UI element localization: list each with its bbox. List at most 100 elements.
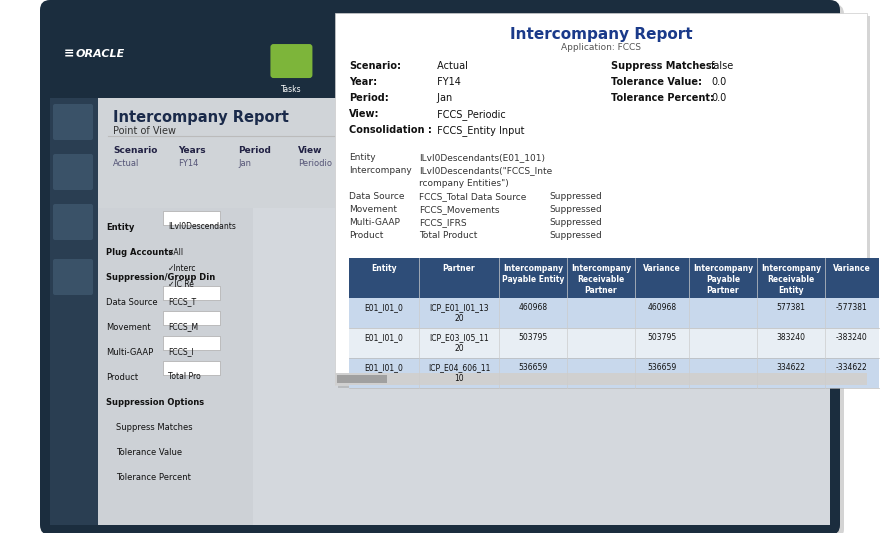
- Text: Partner: Partner: [443, 264, 475, 273]
- Text: FCCS_Total Data Source: FCCS_Total Data Source: [419, 192, 526, 201]
- Text: Total Pro: Total Pro: [168, 372, 201, 381]
- Text: Period:: Period:: [349, 93, 389, 103]
- Text: FCCS_IFRS: FCCS_IFRS: [419, 218, 466, 227]
- Text: Scenario:: Scenario:: [349, 61, 401, 71]
- Text: false: false: [711, 61, 734, 71]
- FancyBboxPatch shape: [519, 44, 561, 78]
- FancyBboxPatch shape: [53, 259, 93, 295]
- Text: E01_I01_0: E01_I01_0: [364, 303, 403, 312]
- Text: Consolidation :: Consolidation :: [349, 125, 432, 135]
- Text: Variance: Variance: [833, 264, 871, 273]
- Text: 460968: 460968: [518, 303, 547, 312]
- Text: Point of View: Point of View: [113, 126, 176, 136]
- Bar: [335, 373, 867, 385]
- FancyBboxPatch shape: [53, 204, 93, 240]
- Text: Partner: Partner: [707, 286, 739, 295]
- Text: Data Source: Data Source: [349, 192, 405, 201]
- Text: -383240: -383240: [836, 333, 868, 342]
- Polygon shape: [533, 98, 547, 106]
- Text: Rules: Rules: [695, 85, 716, 94]
- Bar: [349, 328, 879, 358]
- Text: ILvl0Descendants: ILvl0Descendants: [168, 222, 236, 231]
- FancyBboxPatch shape: [44, 4, 844, 533]
- Text: FCCS_T: FCCS_T: [168, 297, 196, 306]
- Text: Entity: Entity: [778, 286, 803, 295]
- Text: rcompany Entities"): rcompany Entities"): [419, 179, 509, 188]
- FancyBboxPatch shape: [163, 286, 220, 300]
- Text: Jan: Jan: [238, 159, 251, 168]
- Text: Consolidation: Consolidation: [378, 146, 448, 155]
- Text: Intercompany: Intercompany: [761, 264, 821, 273]
- Text: 577381: 577381: [776, 303, 805, 312]
- Bar: [349, 358, 879, 388]
- Text: Actual: Actual: [434, 61, 468, 71]
- Text: Tolerance Percent: Tolerance Percent: [116, 473, 191, 482]
- Text: ILvl0Descendants(E01_101): ILvl0Descendants(E01_101): [419, 153, 545, 162]
- Text: 20: 20: [454, 344, 464, 353]
- Text: ✓Interc: ✓Interc: [168, 264, 196, 273]
- Text: Plug Accounts: Plug Accounts: [106, 248, 173, 257]
- Text: Actual: Actual: [113, 159, 139, 168]
- Text: FCCS_Periodic: FCCS_Periodic: [434, 109, 506, 120]
- Text: Tolerance Value:: Tolerance Value:: [611, 77, 706, 87]
- Text: Receivable: Receivable: [767, 275, 815, 284]
- Text: ICP_E04_606_11: ICP_E04_606_11: [428, 363, 490, 372]
- Text: Intercompany: Intercompany: [349, 166, 412, 175]
- Text: Receivable: Receivable: [577, 275, 625, 284]
- Text: E01_I01_0: E01_I01_0: [364, 363, 403, 372]
- Text: Currency: Currency: [478, 146, 524, 155]
- Bar: [50, 10, 830, 98]
- Text: ORACLE: ORACLE: [76, 49, 125, 59]
- Text: Tolerance Value: Tolerance Value: [116, 448, 182, 457]
- Text: Console: Console: [774, 85, 803, 94]
- Text: Journals: Journals: [442, 85, 473, 94]
- Text: Multi-GAAP: Multi-GAAP: [349, 218, 400, 227]
- Text: Suppression/Group Din: Suppression/Group Din: [106, 273, 216, 282]
- Text: Data Source: Data Source: [106, 298, 158, 307]
- Text: 383240: 383240: [776, 333, 805, 342]
- FancyBboxPatch shape: [53, 104, 93, 140]
- FancyBboxPatch shape: [767, 44, 810, 78]
- Text: Variance: Variance: [643, 264, 681, 273]
- Text: Period: Period: [238, 146, 271, 155]
- Text: ✓IC Re: ✓IC Re: [168, 280, 194, 289]
- Bar: [98, 98, 830, 208]
- Text: View: View: [298, 146, 322, 155]
- FancyBboxPatch shape: [602, 44, 644, 78]
- Text: Suppressed: Suppressed: [549, 218, 602, 227]
- Text: Entity: Entity: [106, 223, 135, 232]
- Bar: [349, 258, 879, 298]
- Text: Movement: Movement: [349, 205, 397, 214]
- Text: Suppress Matches: Suppress Matches: [116, 423, 193, 432]
- FancyBboxPatch shape: [163, 361, 220, 375]
- Text: 0.0: 0.0: [711, 77, 726, 87]
- Text: Reports: Reports: [523, 85, 557, 94]
- Bar: [349, 298, 879, 328]
- Bar: [338, 16, 870, 388]
- Text: 503795: 503795: [518, 333, 547, 342]
- Text: Intercompany Report: Intercompany Report: [510, 27, 693, 42]
- FancyBboxPatch shape: [163, 311, 220, 325]
- Text: Partner: Partner: [584, 286, 617, 295]
- Text: ILvl0Descendants("FCCS_Inte: ILvl0Descendants("FCCS_Inte: [419, 166, 553, 175]
- Text: Product: Product: [106, 373, 138, 382]
- Text: Total Product: Total Product: [419, 231, 477, 240]
- FancyBboxPatch shape: [270, 44, 312, 78]
- Text: ICP_E03_I05_11: ICP_E03_I05_11: [429, 333, 489, 342]
- Text: Application: FCCS: Application: FCCS: [561, 43, 641, 52]
- Text: Tolerance Percent:: Tolerance Percent:: [611, 93, 717, 103]
- Text: Payable Entity: Payable Entity: [502, 275, 564, 284]
- Text: Suppressed: Suppressed: [549, 231, 602, 240]
- Text: Periodio: Periodio: [298, 159, 332, 168]
- FancyBboxPatch shape: [53, 154, 93, 190]
- Text: Intercompany: Intercompany: [571, 264, 631, 273]
- Text: Entity Input: Entity Input: [378, 159, 427, 168]
- Text: Suppression Options: Suppression Options: [106, 398, 204, 407]
- Bar: [50, 98, 98, 525]
- Text: Tasks: Tasks: [281, 85, 302, 94]
- Text: 334622: 334622: [776, 363, 805, 372]
- Text: View:: View:: [349, 109, 379, 119]
- Text: ICP_E01_I01_13: ICP_E01_I01_13: [429, 303, 488, 312]
- Text: ✓All: ✓All: [168, 248, 184, 257]
- Text: Product: Product: [349, 231, 384, 240]
